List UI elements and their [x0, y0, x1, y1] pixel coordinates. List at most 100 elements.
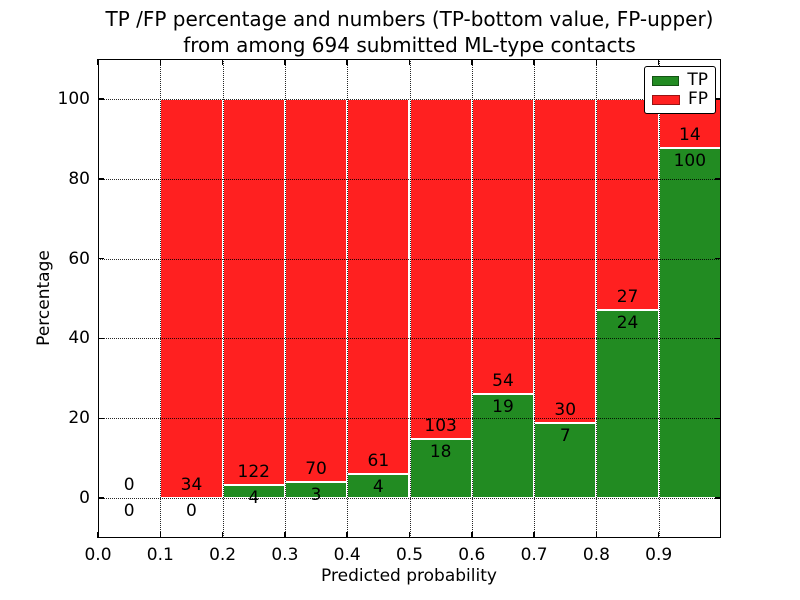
y-tick-mark-right: [715, 257, 721, 260]
x-tick-mark-top: [346, 59, 348, 65]
x-tick-label: 0.8: [582, 545, 610, 565]
bar-count-fp: 54: [492, 371, 514, 392]
y-tick-mark: [98, 417, 104, 419]
bar-fp: [471, 98, 535, 395]
x-tick-mark: [284, 532, 286, 538]
bar-count-tp: 0: [186, 501, 197, 522]
x-tick-label: 0.3: [271, 545, 299, 565]
y-tick-mark: [98, 497, 104, 499]
x-tick-label: 0.5: [395, 545, 424, 565]
bar-fp: [534, 98, 597, 423]
grid-line-vertical: [222, 59, 224, 538]
legend-swatch-fp-icon: [652, 94, 680, 105]
chart-title-line1: TP /FP percentage and numbers (TP-bottom…: [105, 7, 714, 31]
bar-fp: [596, 98, 659, 311]
bar-count-fp: 14: [679, 124, 701, 145]
y-tick-mark-right: [715, 497, 721, 499]
x-tick-mark: [471, 532, 473, 538]
bar-fp: [160, 98, 223, 499]
chart-title-line2: from among 694 submitted ML-type contact…: [183, 33, 636, 57]
y-tick-label: 0: [79, 488, 90, 509]
bar-fp: [409, 98, 472, 439]
bar-tp: [596, 310, 659, 499]
bar-count-fp: 0: [123, 475, 135, 496]
x-tick-mark: [595, 532, 598, 538]
grid-line-vertical: [160, 59, 162, 538]
x-tick-label: 0.9: [645, 545, 673, 565]
bar-count-fp: 70: [305, 458, 327, 479]
bar-count-fp: 122: [237, 462, 270, 483]
bar-count-fp: 30: [554, 399, 577, 420]
bar-count-tp: 24: [616, 313, 639, 334]
bar-fp: [347, 98, 410, 474]
y-tick-mark: [98, 98, 104, 100]
bar-count-tp: 100: [673, 150, 707, 171]
x-tick-label: 0.0: [84, 545, 112, 565]
x-tick-mark: [346, 532, 348, 538]
y-tick-mark-right: [715, 98, 721, 100]
chart-title: TP /FP percentage and numbers (TP-bottom…: [98, 6, 721, 58]
x-tick-mark-top: [221, 59, 224, 65]
y-tick-label: 40: [68, 328, 90, 349]
x-tick-mark-top: [471, 59, 473, 65]
bar-count-fp: 61: [367, 450, 390, 471]
bar-count-tp: 4: [248, 488, 260, 509]
bar-count-tp: 18: [429, 441, 452, 462]
bar-count-fp: 34: [180, 475, 203, 496]
x-tick-label: 0.1: [146, 545, 174, 565]
x-tick-mark: [657, 532, 660, 538]
x-tick-mark: [97, 532, 99, 538]
grid-line-vertical: [658, 59, 660, 538]
grid-line-vertical: [347, 59, 349, 538]
legend-swatch-tp-icon: [652, 75, 680, 86]
y-tick-mark: [98, 257, 104, 260]
grid-line-vertical: [596, 59, 598, 538]
bar-count-tp: 0: [123, 501, 135, 522]
bar-tp: [471, 394, 535, 499]
grid-line-vertical: [471, 59, 473, 538]
y-tick-mark-right: [715, 337, 721, 340]
x-tick-mark: [159, 532, 162, 538]
bar-count-tp: 19: [492, 397, 514, 418]
grid-line-vertical: [409, 59, 411, 538]
y-tick-label: 20: [68, 408, 90, 429]
x-tick-mark-top: [533, 59, 535, 65]
legend-item-tp: TP: [652, 72, 708, 89]
bar-count-tp: 7: [559, 425, 571, 446]
bar-count-tp: 4: [372, 476, 384, 497]
x-tick-label: 0.4: [333, 545, 361, 565]
bar-count-tp: 3: [310, 484, 322, 505]
x-tick-mark-top: [284, 59, 286, 65]
x-tick-label: 0.7: [520, 545, 548, 565]
x-axis-label: Predicted probability: [321, 566, 497, 586]
bar-tp: [658, 147, 721, 499]
legend: TP FP: [644, 66, 716, 114]
legend-label-fp: FP: [687, 89, 708, 109]
y-tick-mark: [98, 178, 104, 180]
x-tick-label: 0.2: [209, 545, 237, 565]
x-tick-mark: [533, 532, 535, 538]
grid-line-vertical: [284, 59, 286, 538]
y-tick-mark-right: [715, 417, 721, 419]
legend-label-tp: TP: [687, 70, 708, 90]
x-tick-mark-top: [657, 59, 660, 65]
y-tick-mark-right: [715, 178, 721, 180]
grid-line-vertical: [534, 59, 536, 538]
y-tick-label: 60: [68, 248, 90, 269]
bar-tp: [534, 422, 597, 499]
y-axis-label: Percentage: [34, 250, 54, 346]
bar-tp: [409, 438, 472, 499]
x-tick-mark: [408, 532, 411, 538]
x-tick-mark-top: [408, 59, 411, 65]
x-tick-mark-top: [159, 59, 162, 65]
y-tick-label: 80: [68, 168, 90, 189]
bar-count-fp: 103: [424, 415, 457, 436]
x-tick-label: 0.6: [458, 545, 486, 565]
x-tick-mark-top: [595, 59, 598, 65]
bar-count-fp: 27: [616, 287, 639, 308]
y-tick-mark: [98, 337, 104, 340]
bar-fp: [222, 98, 285, 486]
x-tick-mark-top: [97, 59, 99, 65]
